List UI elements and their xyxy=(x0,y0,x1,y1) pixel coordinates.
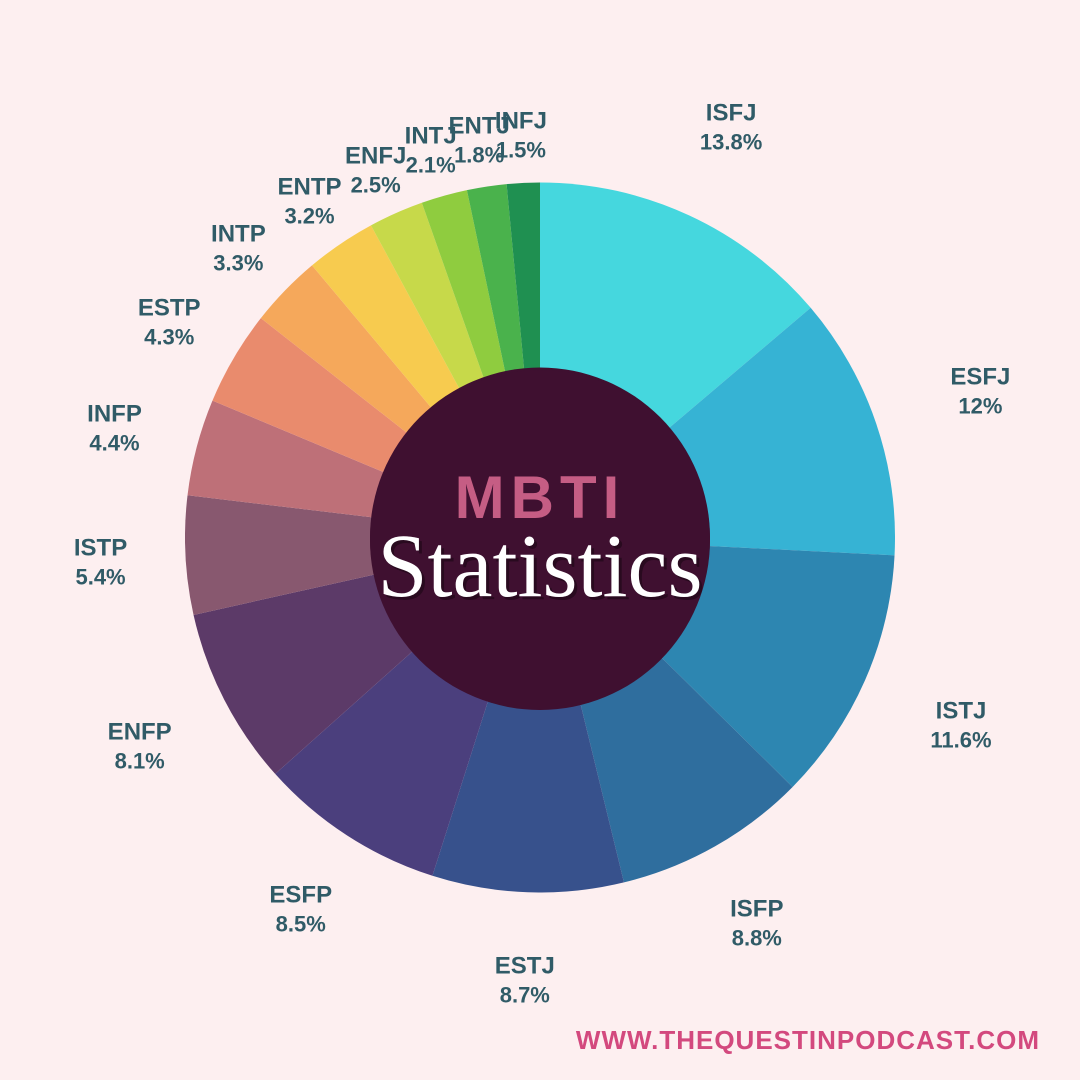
label-name: ESFJ xyxy=(950,362,1010,392)
center-subtitle: Statistics xyxy=(377,522,702,612)
label-esfj: ESFJ12% xyxy=(950,362,1010,420)
label-pct: 1.5% xyxy=(495,137,547,165)
label-enfj: ENFJ2.5% xyxy=(345,141,406,199)
label-pct: 8.7% xyxy=(495,981,555,1009)
label-pct: 3.3% xyxy=(211,249,266,277)
label-pct: 11.6% xyxy=(930,727,991,755)
infographic-stage: MBTI Statistics ISFJ13.8% ESFJ12% ISTJ11.6… xyxy=(0,0,1080,1080)
label-enfp: ENFP8.1% xyxy=(108,717,172,775)
label-pct: 2.5% xyxy=(345,171,406,199)
label-name: ISTJ xyxy=(930,697,991,727)
footer-link: WWW.THEQUESTINPODCAST.COM xyxy=(576,1025,1040,1056)
label-name: INTP xyxy=(211,219,266,249)
label-name: ENTP xyxy=(278,172,342,202)
label-istp: ISTP5.4% xyxy=(74,533,127,591)
label-name: ESTP xyxy=(138,294,201,324)
label-isfj: ISFJ13.8% xyxy=(700,98,762,156)
label-name: ISFP xyxy=(730,894,783,924)
label-name: ESFP xyxy=(269,881,332,911)
label-infp: INFP4.4% xyxy=(87,399,142,457)
label-infj: INFJ1.5% xyxy=(495,107,547,165)
label-pct: 8.5% xyxy=(269,911,332,939)
label-istj: ISTJ11.6% xyxy=(930,697,991,755)
label-pct: 13.8% xyxy=(700,128,762,156)
label-pct: 12% xyxy=(950,392,1010,420)
label-pct: 4.4% xyxy=(87,429,142,457)
label-name: ENFP xyxy=(108,717,172,747)
label-intp: INTP3.3% xyxy=(211,219,266,277)
label-pct: 8.8% xyxy=(730,924,783,952)
label-name: ENFJ xyxy=(345,141,406,171)
label-name: ISTP xyxy=(74,533,127,563)
label-pct: 4.3% xyxy=(138,324,201,352)
label-estp: ESTP4.3% xyxy=(138,294,201,352)
label-estj: ESTJ8.7% xyxy=(495,951,555,1009)
label-name: INFJ xyxy=(495,107,547,137)
center-circle: MBTI Statistics xyxy=(370,370,710,710)
label-esfp: ESFP8.5% xyxy=(269,881,332,939)
label-name: ESTJ xyxy=(495,951,555,981)
label-pct: 3.2% xyxy=(278,202,342,230)
label-pct: 5.4% xyxy=(74,563,127,591)
label-entp: ENTP3.2% xyxy=(278,172,342,230)
label-name: INFP xyxy=(87,399,142,429)
label-isfp: ISFP8.8% xyxy=(730,894,783,952)
label-pct: 8.1% xyxy=(108,747,172,775)
label-name: ISFJ xyxy=(700,98,762,128)
